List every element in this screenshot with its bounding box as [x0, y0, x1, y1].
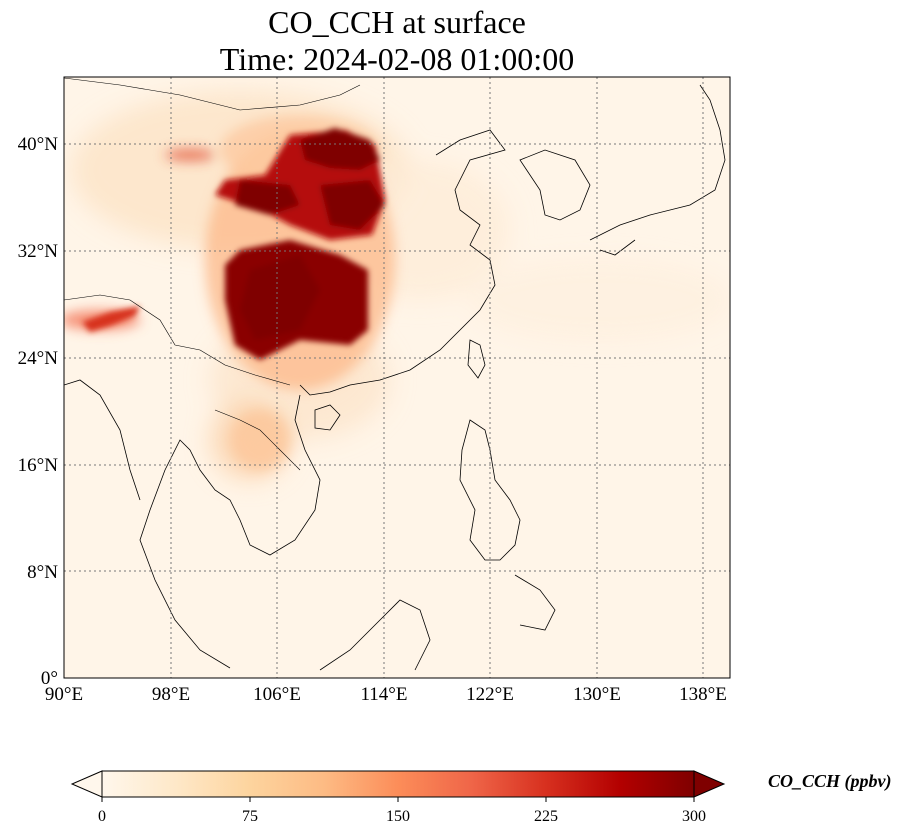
- lon-tick-labels: 90°E 98°E 106°E 114°E 122°E 130°E 138°E: [45, 684, 727, 705]
- title-line-1: CO_CCH at surface: [268, 4, 526, 40]
- map-title: CO_CCH at surface Time: 2024-02-08 01:00…: [64, 4, 730, 78]
- coastlines: [64, 77, 726, 671]
- lon-tick: 138°E: [679, 684, 727, 705]
- colorbar-tick: 300: [682, 808, 706, 825]
- lon-tick: 90°E: [45, 684, 83, 705]
- map-frame: [63, 76, 731, 679]
- lon-tick: 122°E: [466, 684, 514, 705]
- lat-tick: 24°N: [18, 348, 59, 369]
- colorbar-tick-marks: [101, 797, 695, 802]
- lon-tick: 114°E: [361, 684, 408, 705]
- colorbar-extend-low: [70, 770, 103, 798]
- plume-core: [82, 128, 385, 360]
- colorbar-gradient: [102, 771, 694, 797]
- gridlines: [64, 77, 730, 678]
- lat-tick-labels: 0° 8°N 16°N 24°N 32°N 40°N: [18, 134, 59, 689]
- title-line-2: Time: 2024-02-08 01:00:00: [219, 41, 575, 77]
- lon-tick: 98°E: [152, 684, 190, 705]
- colorbar-tick: 225: [534, 808, 558, 825]
- colorbar-tick: 75: [242, 808, 258, 825]
- lon-tick: 130°E: [573, 684, 621, 705]
- lon-tick: 106°E: [253, 684, 301, 705]
- colorbar-extend-high: [693, 770, 726, 798]
- lat-tick: 32°N: [18, 241, 59, 262]
- lat-tick: 16°N: [18, 455, 59, 476]
- colorbar-label: CO_CCH (ppbv): [768, 771, 892, 792]
- concentration-field: [64, 77, 730, 678]
- colorbar: 0 75 150 225 300 CO_CCH (ppbv): [70, 770, 892, 825]
- lat-tick: 8°N: [27, 562, 58, 583]
- lat-tick: 40°N: [18, 134, 59, 155]
- colorbar-tick: 150: [386, 808, 410, 825]
- lat-tick: 0°: [41, 668, 58, 689]
- colorbar-tick: 0: [98, 808, 106, 825]
